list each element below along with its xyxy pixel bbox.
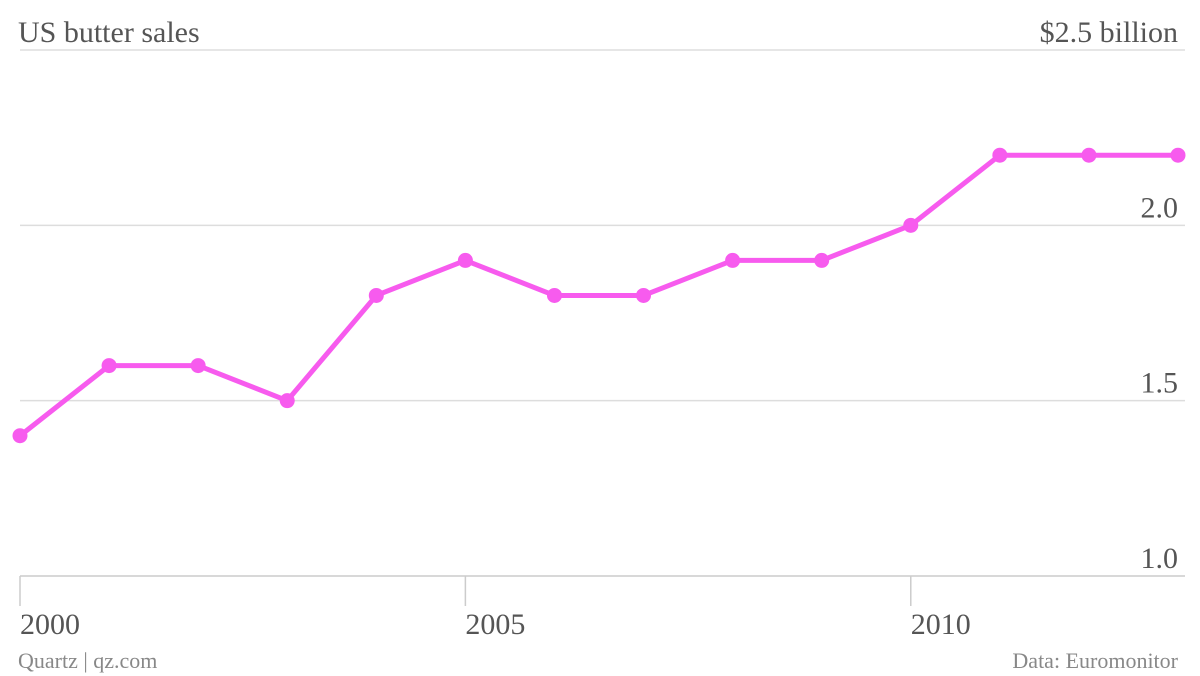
credit: Quartz | qz.com (18, 648, 157, 673)
data-point (636, 287, 652, 303)
data-point (814, 252, 830, 268)
x-tick-label: 2000 (20, 608, 80, 641)
series-line (18, 152, 1178, 438)
y-tick-label: 2.0 (1141, 191, 1179, 224)
chart-title: US butter sales (18, 16, 200, 49)
data-point (903, 217, 919, 233)
data-point (279, 393, 295, 409)
y-tick-label: 1.5 (1141, 367, 1179, 400)
data-point (1081, 147, 1097, 163)
data-point (1170, 147, 1186, 163)
data-point (546, 287, 562, 303)
data-point (457, 252, 473, 268)
data-point (992, 147, 1008, 163)
data-point (101, 358, 117, 374)
data-point (190, 358, 206, 374)
x-tick-label: 2005 (465, 608, 525, 641)
data-point (368, 287, 384, 303)
source: Data: Euromonitor (1012, 648, 1178, 673)
y-tick-label: $2.5 billion (1040, 16, 1178, 49)
x-tick-label: 2010 (911, 608, 971, 641)
data-point (12, 428, 28, 444)
data-point (725, 252, 741, 268)
y-tick-label: 1.0 (1141, 542, 1179, 575)
